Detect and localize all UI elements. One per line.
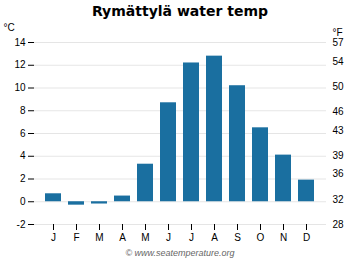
svg-text:12: 12 xyxy=(14,59,26,70)
svg-text:M: M xyxy=(141,232,149,243)
svg-text:N: N xyxy=(280,232,287,243)
svg-text:A: A xyxy=(119,232,126,243)
html-text:Rymättylä water temp: Rymättylä water temp xyxy=(92,3,268,19)
svg-text:8: 8 xyxy=(20,105,26,116)
svg-text:M: M xyxy=(95,232,103,243)
svg-text:S: S xyxy=(234,232,241,243)
svg-text:4: 4 xyxy=(20,150,26,161)
svg-text:A: A xyxy=(211,232,218,243)
svg-text:14: 14 xyxy=(14,37,26,48)
svg-text:57: 57 xyxy=(333,37,345,48)
svg-text:50: 50 xyxy=(333,81,345,92)
svg-text:36: 36 xyxy=(333,168,345,179)
svg-text:54: 54 xyxy=(333,56,345,67)
svg-text:J: J xyxy=(51,232,56,243)
svg-text:J: J xyxy=(189,232,194,243)
svg-text:39: 39 xyxy=(333,150,345,161)
svg-text:O: O xyxy=(257,232,265,243)
svg-text:-2: -2 xyxy=(17,219,26,230)
svg-text:2: 2 xyxy=(20,173,26,184)
svg-text:J: J xyxy=(166,232,171,243)
svg-text:D: D xyxy=(303,232,310,243)
svg-text:46: 46 xyxy=(333,106,345,117)
svg-text:28: 28 xyxy=(333,219,345,230)
svg-text:0: 0 xyxy=(20,196,26,207)
svg-text:°C: °C xyxy=(4,22,15,33)
svg-text:°F: °F xyxy=(333,27,343,38)
html-text:© www.seatemperature.org: © www.seatemperature.org xyxy=(125,248,235,258)
svg-text:F: F xyxy=(73,232,79,243)
svg-text:43: 43 xyxy=(333,125,345,136)
svg-text:10: 10 xyxy=(14,82,26,93)
svg-text:6: 6 xyxy=(20,128,26,139)
svg-text:32: 32 xyxy=(333,194,345,205)
